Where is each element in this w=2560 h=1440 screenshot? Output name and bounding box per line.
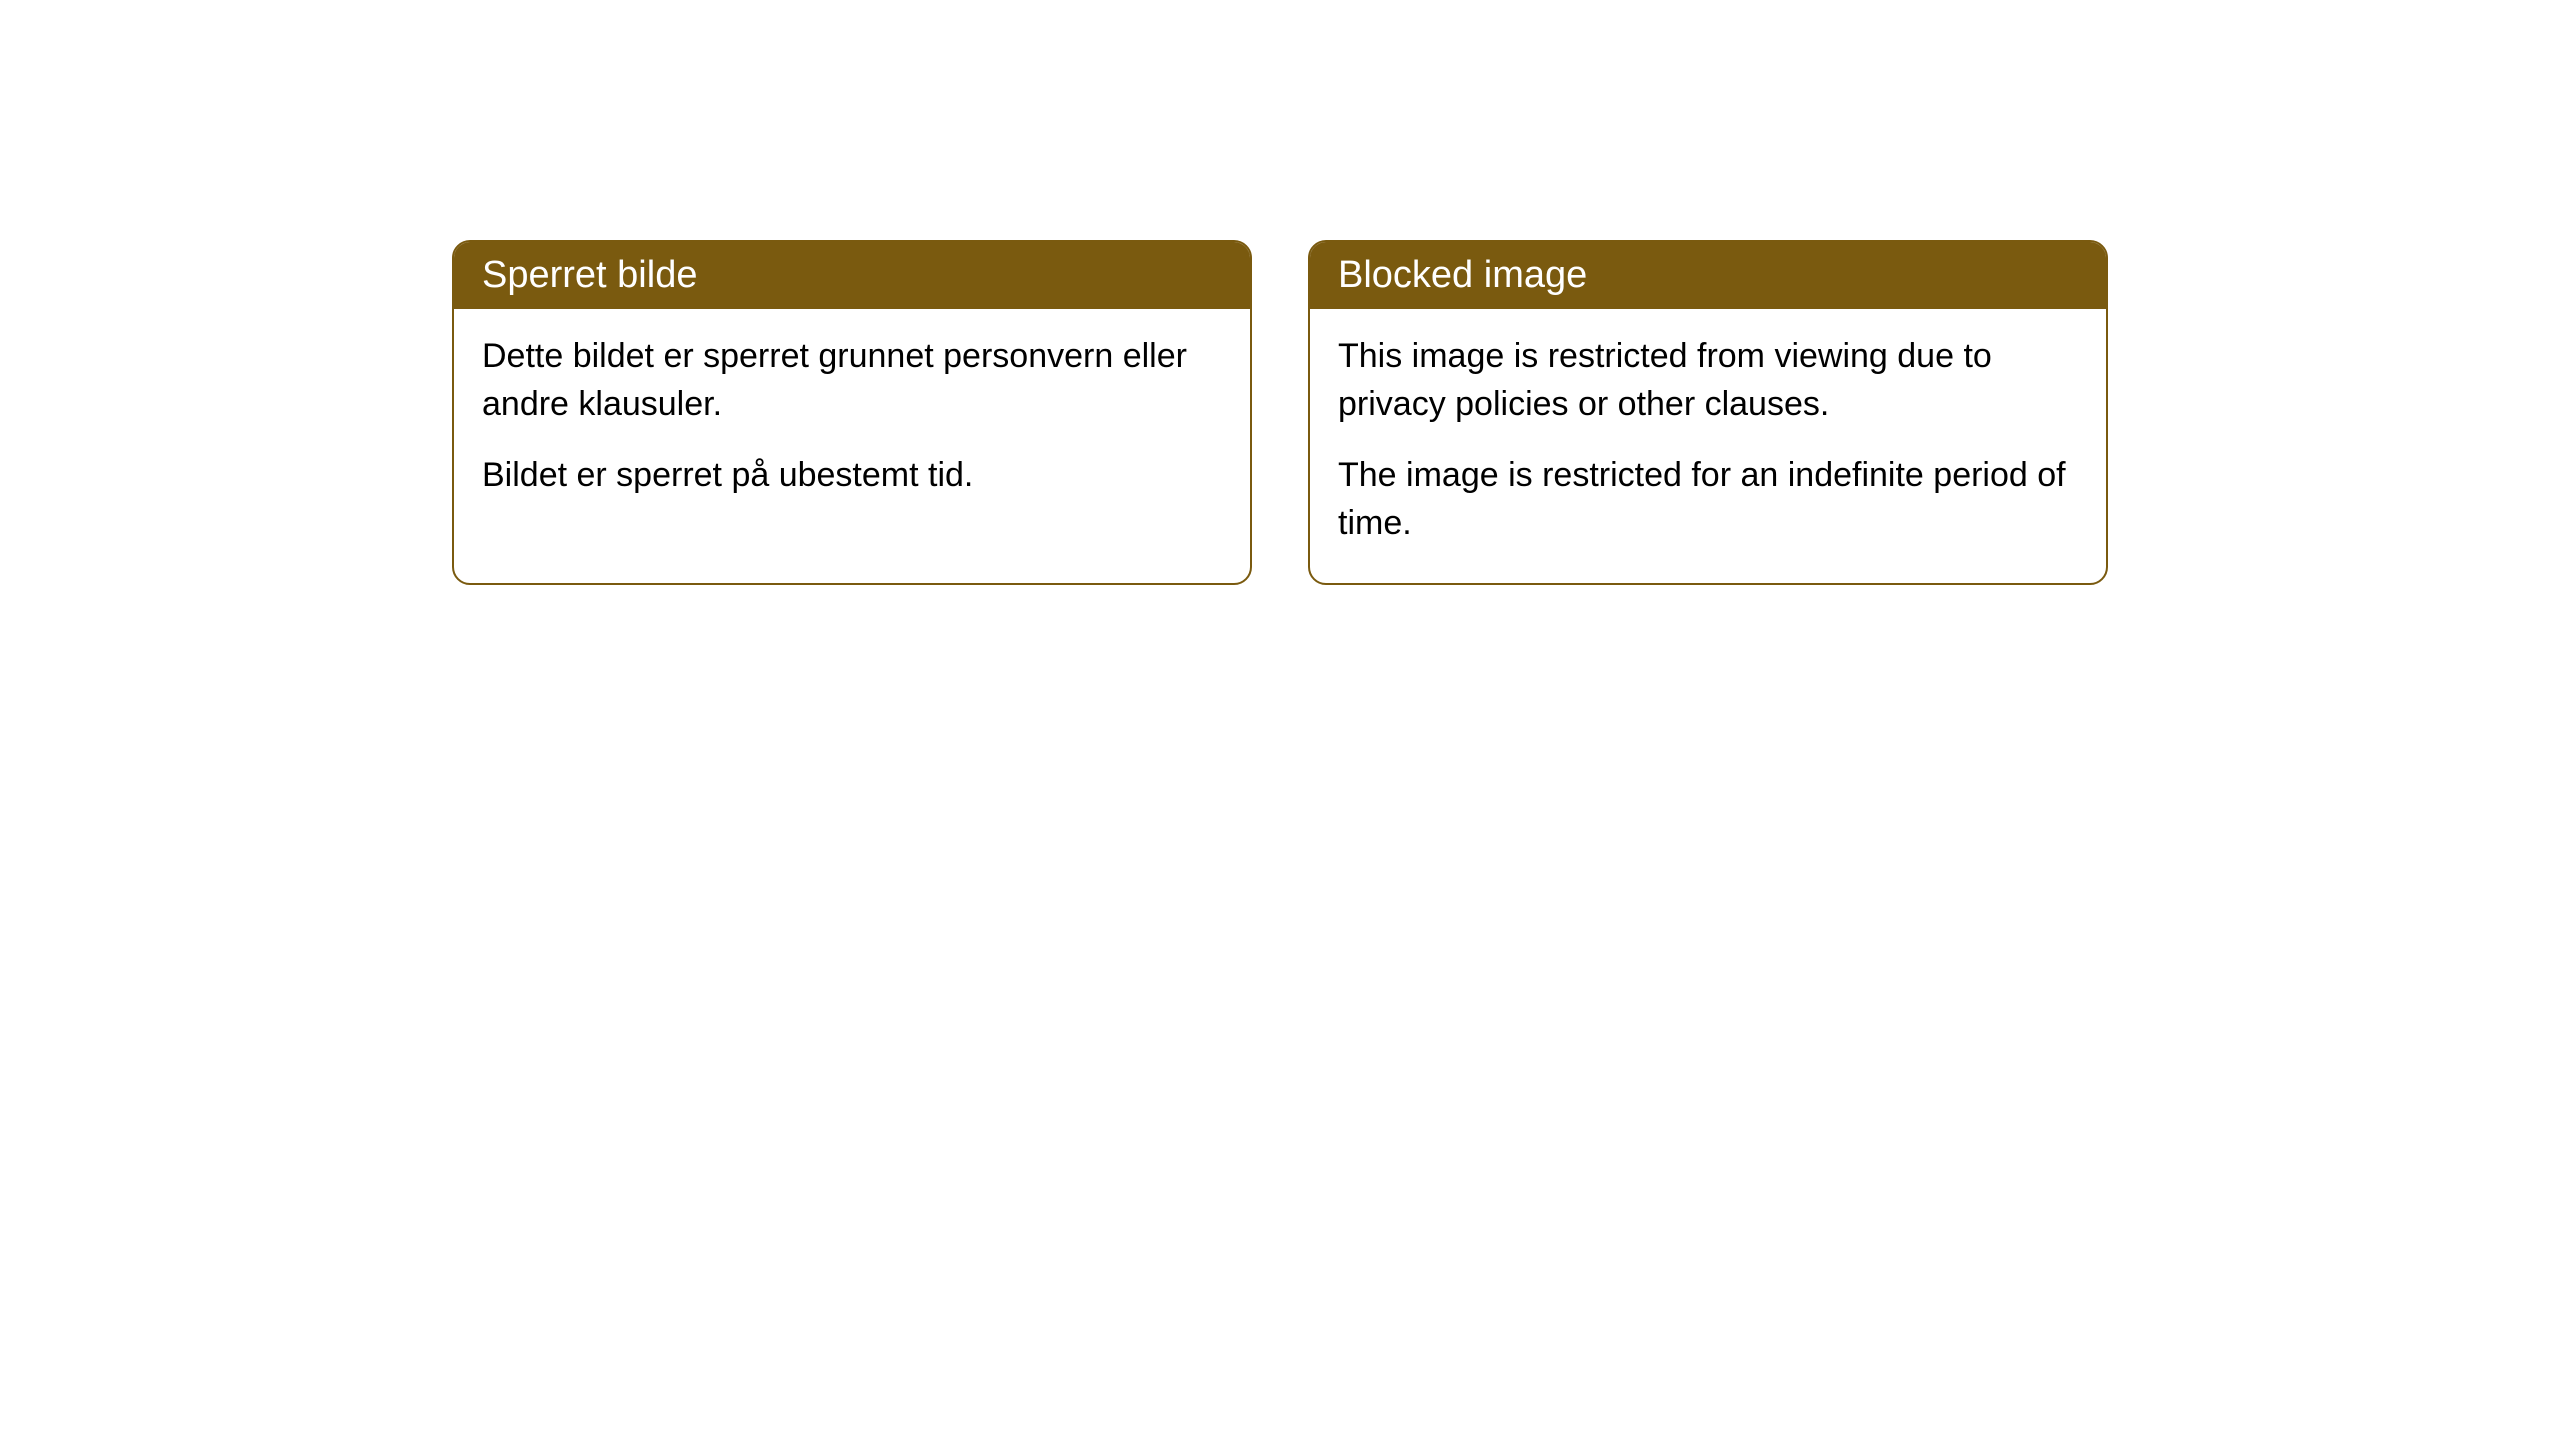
notice-body: Dette bildet er sperret grunnet personve… xyxy=(454,309,1250,536)
notice-paragraph: Bildet er sperret på ubestemt tid. xyxy=(482,452,1222,500)
notice-paragraph: Dette bildet er sperret grunnet personve… xyxy=(482,333,1222,428)
notice-container: Sperret bilde Dette bildet er sperret gr… xyxy=(452,240,2108,585)
notice-paragraph: The image is restricted for an indefinit… xyxy=(1338,452,2078,547)
notice-paragraph: This image is restricted from viewing du… xyxy=(1338,333,2078,428)
notice-body: This image is restricted from viewing du… xyxy=(1310,309,2106,583)
notice-header: Sperret bilde xyxy=(454,242,1250,309)
notice-card-english: Blocked image This image is restricted f… xyxy=(1308,240,2108,585)
notice-card-norwegian: Sperret bilde Dette bildet er sperret gr… xyxy=(452,240,1252,585)
notice-header: Blocked image xyxy=(1310,242,2106,309)
